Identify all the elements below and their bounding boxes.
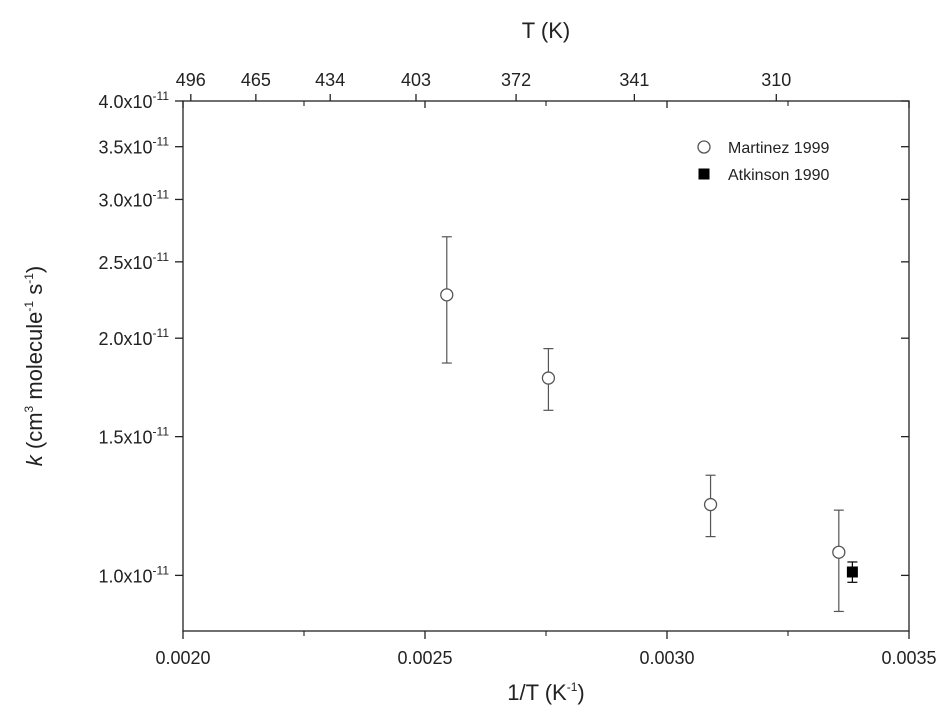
x-tick-label: 0.0035 bbox=[881, 648, 936, 668]
x2-tick-label: 341 bbox=[619, 70, 649, 90]
x2-axis: 496 465 434 403 372 341 310 bbox=[176, 70, 791, 101]
x-axis: 0.0020 0.0025 0.0030 0.0035 bbox=[155, 101, 937, 668]
data-point bbox=[832, 545, 846, 559]
x2-tick-label: 496 bbox=[176, 70, 206, 90]
x2-tick-label: 403 bbox=[401, 70, 431, 90]
data-point bbox=[541, 371, 556, 385]
x2-tick-label: 465 bbox=[241, 70, 271, 90]
y-tick-label: 1.5x10-11 bbox=[99, 425, 170, 448]
x-axis-title: 1/T (K-1) bbox=[507, 680, 585, 705]
x-tick-label: 0.0030 bbox=[639, 648, 694, 668]
data-point bbox=[440, 288, 454, 302]
series-martinez-1999 bbox=[440, 236, 846, 613]
x2-tick-label: 310 bbox=[761, 70, 791, 90]
x2-axis-title: T (K) bbox=[522, 18, 570, 43]
y-tick-label: 4.0x10-11 bbox=[99, 89, 170, 112]
y-tick-label: 2.0x10-11 bbox=[99, 326, 170, 349]
plot-frame bbox=[182, 100, 910, 632]
y-axis: 1.0x10-11 1.5x10-11 2.0x10-11 2.5x10-11 3.0x… bbox=[99, 89, 909, 586]
x2-tick-label: 372 bbox=[501, 70, 531, 90]
y-axis-title: k (cm3 molecule-1 s-1) bbox=[22, 266, 47, 466]
data-point bbox=[846, 566, 858, 578]
legend-marker bbox=[698, 168, 710, 180]
y-tick-label: 2.5x10-11 bbox=[99, 250, 170, 273]
x2-tick-label: 434 bbox=[315, 70, 345, 90]
series-layer bbox=[440, 236, 858, 613]
legend-label: Atkinson 1990 bbox=[728, 167, 830, 184]
legend: Martinez 1999 Atkinson 1990 bbox=[697, 140, 830, 184]
y-tick-label: 3.0x10-11 bbox=[99, 187, 170, 210]
data-point bbox=[703, 497, 718, 512]
legend-marker bbox=[697, 140, 711, 154]
series-atkinson-1990 bbox=[846, 561, 858, 583]
minor-ticks bbox=[303, 101, 789, 636]
x-tick-label: 0.0020 bbox=[155, 648, 210, 668]
legend-label: Martinez 1999 bbox=[728, 140, 829, 157]
y-tick-label: 3.5x10-11 bbox=[99, 135, 170, 158]
y-tick-label: 1.0x10-11 bbox=[99, 563, 170, 586]
x-tick-label: 0.0025 bbox=[397, 648, 452, 668]
